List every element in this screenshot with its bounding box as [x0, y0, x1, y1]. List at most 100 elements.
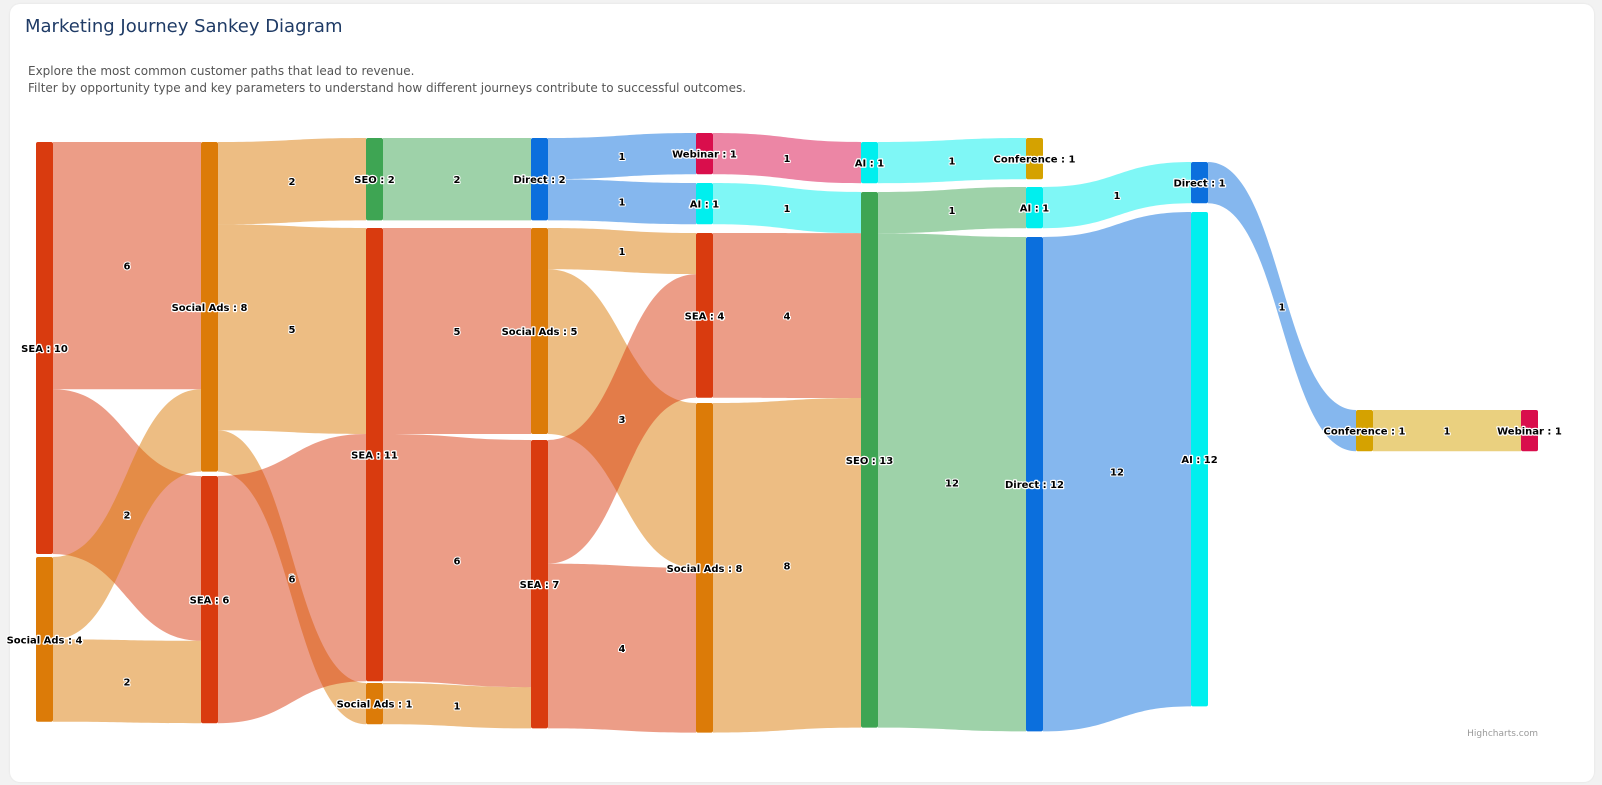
sankey-node[interactable] — [696, 183, 713, 225]
sankey-link[interactable] — [218, 434, 366, 724]
link-value-label: 1 — [454, 702, 461, 713]
page-description: Explore the most common customer paths t… — [28, 63, 746, 97]
node-label: AI : 1 — [1020, 204, 1049, 215]
sankey-link[interactable] — [218, 138, 366, 225]
sankey-link[interactable] — [878, 138, 1026, 184]
link-value-label: 1 — [949, 157, 956, 168]
link-value-label: 1 — [619, 198, 626, 209]
node-label: Conference : 1 — [1324, 427, 1406, 438]
node-label: SEA : 10 — [21, 344, 68, 355]
link-value-label: 2 — [454, 175, 461, 186]
sankey-node[interactable] — [201, 476, 218, 724]
sankey-link[interactable] — [383, 683, 531, 729]
sankey-node[interactable] — [36, 142, 53, 554]
sankey-node[interactable] — [696, 233, 713, 398]
link-value-label: 1 — [784, 204, 791, 215]
sankey-link[interactable] — [713, 183, 861, 234]
sankey-node[interactable] — [201, 142, 218, 472]
sankey-node[interactable] — [531, 440, 548, 729]
sankey-node[interactable] — [1026, 237, 1043, 732]
sankey-link[interactable] — [548, 228, 696, 275]
node-label: Webinar : 1 — [1497, 427, 1562, 438]
sankey-node[interactable] — [1026, 187, 1043, 229]
sankey-link[interactable] — [713, 233, 861, 398]
sankey-links — [53, 133, 1521, 733]
sankey-link[interactable] — [878, 187, 1026, 234]
sankey-node[interactable] — [1356, 410, 1373, 452]
credits-link[interactable]: Highcharts.com — [1467, 729, 1538, 739]
sankey-link[interactable] — [548, 179, 696, 225]
node-label: SEO : 2 — [354, 175, 394, 186]
node-label: AI : 12 — [1181, 455, 1217, 466]
sankey-link[interactable] — [53, 639, 201, 724]
link-value-label: 4 — [124, 511, 131, 522]
link-value-label: 4 — [784, 312, 791, 323]
link-value-label: 1 — [1279, 303, 1286, 314]
sankey-node[interactable] — [366, 138, 383, 221]
sankey-link[interactable] — [53, 142, 201, 390]
sankey-link[interactable] — [218, 224, 366, 434]
node-label: Direct : 12 — [1005, 480, 1064, 491]
link-value-label: 2 — [124, 510, 131, 521]
link-value-label: 4 — [619, 415, 626, 426]
sankey-link[interactable] — [548, 133, 696, 180]
link-value-label: 3 — [619, 415, 626, 426]
sankey-link[interactable] — [53, 389, 201, 640]
node-label: Direct : 1 — [1173, 179, 1225, 190]
sankey-nodes — [36, 133, 1538, 733]
node-label: SEA : 7 — [520, 580, 560, 591]
sankey-link[interactable] — [548, 563, 696, 733]
sankey-link[interactable] — [878, 233, 1026, 732]
link-value-label: 1 — [1444, 427, 1451, 438]
link-value-label: 1 — [784, 154, 791, 165]
sankey-link[interactable] — [383, 228, 531, 434]
description-line-2: Filter by opportunity type and key param… — [28, 81, 747, 95]
sankey-node[interactable] — [1191, 162, 1208, 204]
node-label: Conference : 1 — [994, 155, 1076, 166]
link-value-label: 1 — [949, 206, 956, 217]
sankey-link[interactable] — [1043, 212, 1191, 732]
sankey-node[interactable] — [1521, 410, 1538, 452]
link-value-label: 4 — [619, 644, 626, 655]
sankey-node[interactable] — [531, 228, 548, 434]
sankey-node[interactable] — [531, 138, 548, 221]
node-label: Social Ads : 1 — [337, 700, 413, 711]
node-label: Direct : 2 — [513, 175, 565, 186]
sankey-node[interactable] — [1026, 138, 1043, 180]
sankey-node[interactable] — [861, 142, 878, 184]
node-label: Social Ads : 5 — [502, 327, 578, 338]
sankey-node[interactable] — [861, 192, 878, 728]
sankey-node[interactable] — [696, 133, 713, 175]
link-value-label: 1 — [619, 152, 626, 163]
sankey-node[interactable] — [36, 557, 53, 722]
link-value-label: 1 — [1114, 191, 1121, 202]
link-value-label: 8 — [784, 561, 791, 572]
sankey-node[interactable] — [696, 403, 713, 733]
sankey-node[interactable] — [366, 683, 383, 725]
description-line-1: Explore the most common customer paths t… — [28, 64, 415, 78]
sankey-link[interactable] — [1208, 162, 1356, 452]
node-label: Social Ads : 8 — [667, 564, 743, 575]
link-value-label: 2 — [289, 177, 296, 188]
sankey-node[interactable] — [366, 228, 383, 682]
sankey-link[interactable] — [383, 434, 531, 688]
node-label: AI : 1 — [690, 200, 719, 211]
node-label: Social Ads : 4 — [7, 635, 83, 646]
link-value-label: 5 — [454, 327, 461, 338]
link-value-label: 12 — [945, 478, 959, 489]
sankey-link[interactable] — [713, 398, 861, 733]
sankey-link[interactable] — [713, 133, 861, 184]
node-label: Webinar : 1 — [672, 150, 737, 161]
link-value-label: 1 — [289, 573, 296, 584]
sankey-node[interactable] — [1191, 212, 1208, 707]
sankey-link[interactable] — [1043, 162, 1191, 229]
sankey-link[interactable] — [548, 274, 696, 564]
link-value-label: 6 — [289, 575, 296, 586]
page-title: Marketing Journey Sankey Diagram — [25, 16, 343, 37]
sankey-link[interactable] — [1373, 410, 1521, 452]
sankey-link[interactable] — [383, 138, 531, 221]
link-value-label: 2 — [124, 677, 131, 688]
link-value-label: 1 — [619, 247, 626, 258]
